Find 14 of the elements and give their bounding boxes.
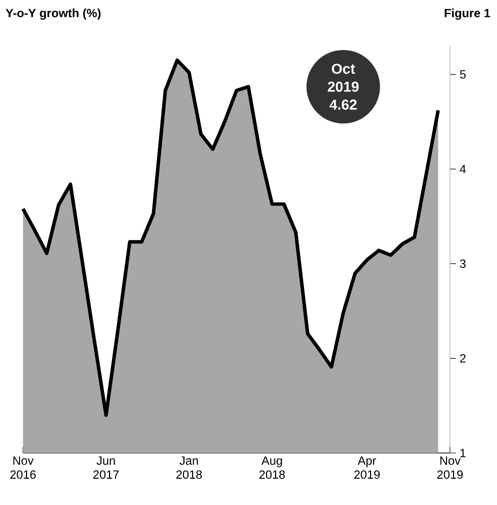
chart-title: Y-o-Y growth (%)	[6, 8, 101, 20]
caption: Figure 1	[444, 8, 490, 20]
y-tick-label: 2	[460, 354, 466, 363]
x-tick-label: Jan 2018	[176, 456, 202, 479]
y-tick-label: 5	[460, 70, 466, 79]
x-tick-label: Apr 2019	[354, 456, 380, 479]
y-tick-label: 3	[460, 259, 466, 268]
x-tick-label: Nov 2016	[10, 456, 36, 479]
x-tick-label: Jun 2017	[93, 456, 119, 479]
x-tick-label: Nov 2019	[437, 456, 463, 479]
x-tick-label: Aug 2018	[259, 456, 285, 479]
y-tick-label: 4	[460, 164, 466, 174]
y-tick-label: 1	[460, 448, 466, 458]
annotation: Oct 2019 4.62	[328, 64, 359, 110]
